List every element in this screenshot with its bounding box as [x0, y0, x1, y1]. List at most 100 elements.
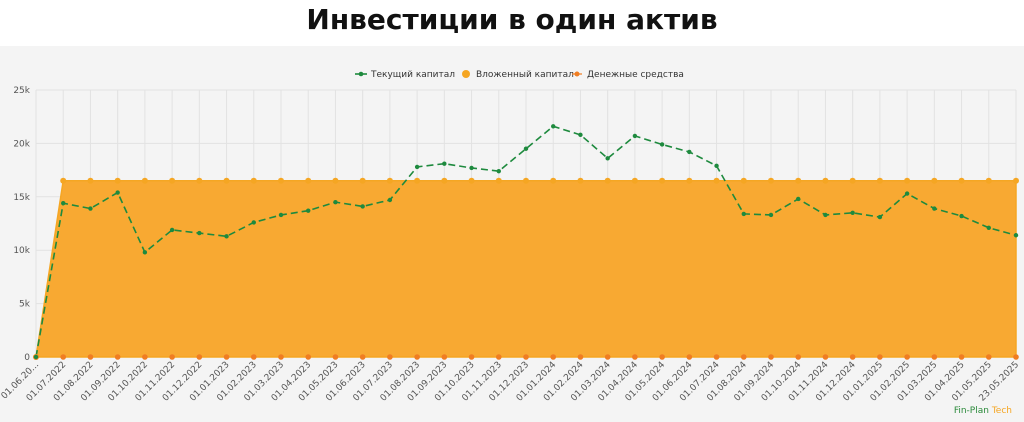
invested-capital-point — [386, 177, 393, 184]
cash-point — [142, 354, 148, 360]
invested-capital-point — [876, 177, 883, 184]
current-capital-point — [115, 190, 120, 195]
invested-capital-point — [768, 177, 774, 184]
cash-point — [877, 354, 883, 360]
cash-point — [822, 354, 829, 360]
marker-layer — [33, 124, 1019, 360]
current-capital-point — [659, 142, 665, 147]
cash-point — [659, 354, 665, 360]
invested-capital-point — [332, 177, 339, 184]
watermark: Fin-Plan Tech — [954, 406, 1012, 416]
current-capital-point — [551, 124, 556, 129]
cash-point — [523, 354, 529, 360]
legend-marker-icon — [462, 70, 470, 78]
invested-capital-point — [550, 177, 557, 184]
legend-item-cash[interactable]: Денежные средства — [572, 70, 684, 80]
invested-capital-point — [904, 177, 911, 184]
y-tick-label: 25k — [13, 86, 30, 96]
cash-point — [904, 354, 910, 360]
current-capital-point — [687, 149, 692, 155]
cash-point — [414, 354, 420, 360]
current-capital-point — [442, 161, 447, 166]
legend[interactable]: Текущий капитал Вложенный капитал Денежные… — [355, 70, 684, 80]
current-capital-point — [169, 227, 175, 233]
chart-svg: 05k10k15k20k25k01.06.20...01.07.202201.0… — [0, 70, 1021, 404]
current-capital-point — [823, 212, 828, 218]
legend-label: Денежные средства — [587, 70, 684, 80]
invested-capital-point — [659, 177, 666, 184]
y-tick-label: 10k — [13, 246, 30, 256]
invested-capital-point — [468, 177, 475, 184]
invested-capital-point — [795, 177, 802, 184]
current-capital-point — [523, 146, 529, 151]
invested-capital-point — [114, 177, 121, 184]
current-capital-point — [33, 354, 39, 360]
current-capital-point — [796, 196, 801, 202]
legend-item-current-capital[interactable]: Текущий капитал — [355, 70, 455, 80]
invested-capital-point — [849, 177, 856, 184]
current-capital-point — [278, 212, 284, 218]
invested-capital-point — [87, 177, 94, 184]
current-capital-point — [414, 164, 420, 170]
y-tick-label: 0 — [24, 353, 30, 363]
cash-point — [931, 354, 938, 360]
current-capital-point — [1013, 233, 1019, 238]
legend-label: Текущий капитал — [370, 70, 455, 80]
cash-point — [114, 354, 121, 360]
invested-capital-point — [631, 177, 638, 184]
current-capital-point — [251, 220, 256, 225]
invested-capital-point — [359, 177, 366, 184]
current-capital-point — [387, 197, 393, 203]
cash-point — [713, 354, 720, 360]
legend-marker-icon — [358, 71, 364, 77]
cash-point — [795, 354, 802, 360]
invested-capital-point — [169, 177, 176, 184]
current-capital-point — [714, 163, 719, 169]
current-capital-point — [904, 191, 910, 196]
watermark-finplan: Fin-Plan — [953, 406, 989, 416]
cash-point — [441, 354, 448, 360]
current-capital-point — [578, 132, 583, 138]
invested-capital-point — [1013, 177, 1019, 184]
current-capital-point — [306, 208, 311, 213]
cash-point — [577, 354, 584, 360]
invested-capital-point — [822, 177, 829, 184]
area-layer — [35, 180, 1017, 358]
invested-capital-point — [985, 177, 992, 184]
invested-capital-point — [713, 177, 720, 184]
cash-point — [604, 354, 611, 360]
legend-item-invested-capital[interactable]: Вложенный капитал — [462, 70, 574, 80]
y-tick-label: 20k — [13, 139, 30, 149]
current-capital-point — [224, 234, 229, 239]
invested-capital-point — [931, 177, 938, 184]
invested-capital-point — [441, 177, 448, 184]
cash-point — [387, 354, 393, 360]
cash-point — [686, 354, 693, 360]
legend-label: Вложенный капитал — [476, 70, 574, 80]
cash-point — [985, 354, 992, 360]
invested-capital-point — [278, 177, 284, 184]
invested-capital-point — [141, 177, 148, 184]
current-capital-point — [496, 168, 501, 174]
cash-point — [332, 354, 339, 360]
invested-capital-point — [223, 177, 230, 184]
invested-capital-point — [305, 177, 312, 184]
current-capital-point — [333, 199, 338, 205]
current-capital-point — [197, 230, 202, 236]
current-capital-point — [850, 210, 855, 216]
current-capital-point — [469, 165, 474, 171]
y-tick-label: 15k — [13, 193, 30, 203]
current-capital-point — [877, 214, 883, 220]
current-capital-point — [360, 204, 365, 209]
cash-point — [958, 354, 965, 360]
current-capital-point — [986, 225, 991, 230]
cash-point — [768, 354, 774, 360]
y-tick-label: 5k — [19, 300, 31, 310]
cash-point — [740, 354, 747, 360]
watermark-tech: Tech — [991, 406, 1012, 416]
invested-capital-point — [604, 177, 611, 184]
invested-capital-point — [414, 177, 421, 184]
invested-capital-point — [958, 177, 965, 184]
cash-point — [196, 354, 203, 360]
invested-capital-point — [523, 177, 529, 184]
